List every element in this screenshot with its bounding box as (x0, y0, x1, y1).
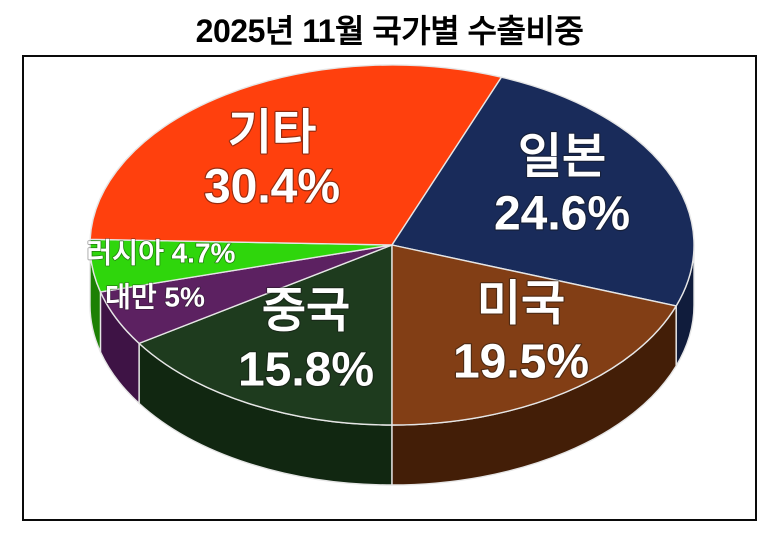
slice-name-china: 중국 (262, 285, 350, 338)
pie-slice-usa (391, 244, 677, 426)
slice-name-japan: 일본 (518, 131, 606, 184)
slice-value-china: 15.8% (238, 344, 374, 397)
slice-value-others: 30.4% (204, 161, 340, 214)
slice-label-taiwan: 대만 5% (105, 282, 205, 313)
slice-name-usa: 미국 (477, 278, 565, 331)
slice-value-japan: 24.6% (494, 188, 630, 241)
slice-value-usa: 19.5% (453, 336, 589, 389)
pie-slice-japan (391, 76, 695, 307)
slice-name-others: 기타 (228, 107, 316, 160)
slice-label-russia: 러시아 4.7% (87, 238, 236, 269)
pie-slice-china (138, 244, 393, 426)
pie-slice-others (89, 64, 503, 246)
chart-title: 2025년 11월 국가별 수출비중 (195, 13, 584, 49)
